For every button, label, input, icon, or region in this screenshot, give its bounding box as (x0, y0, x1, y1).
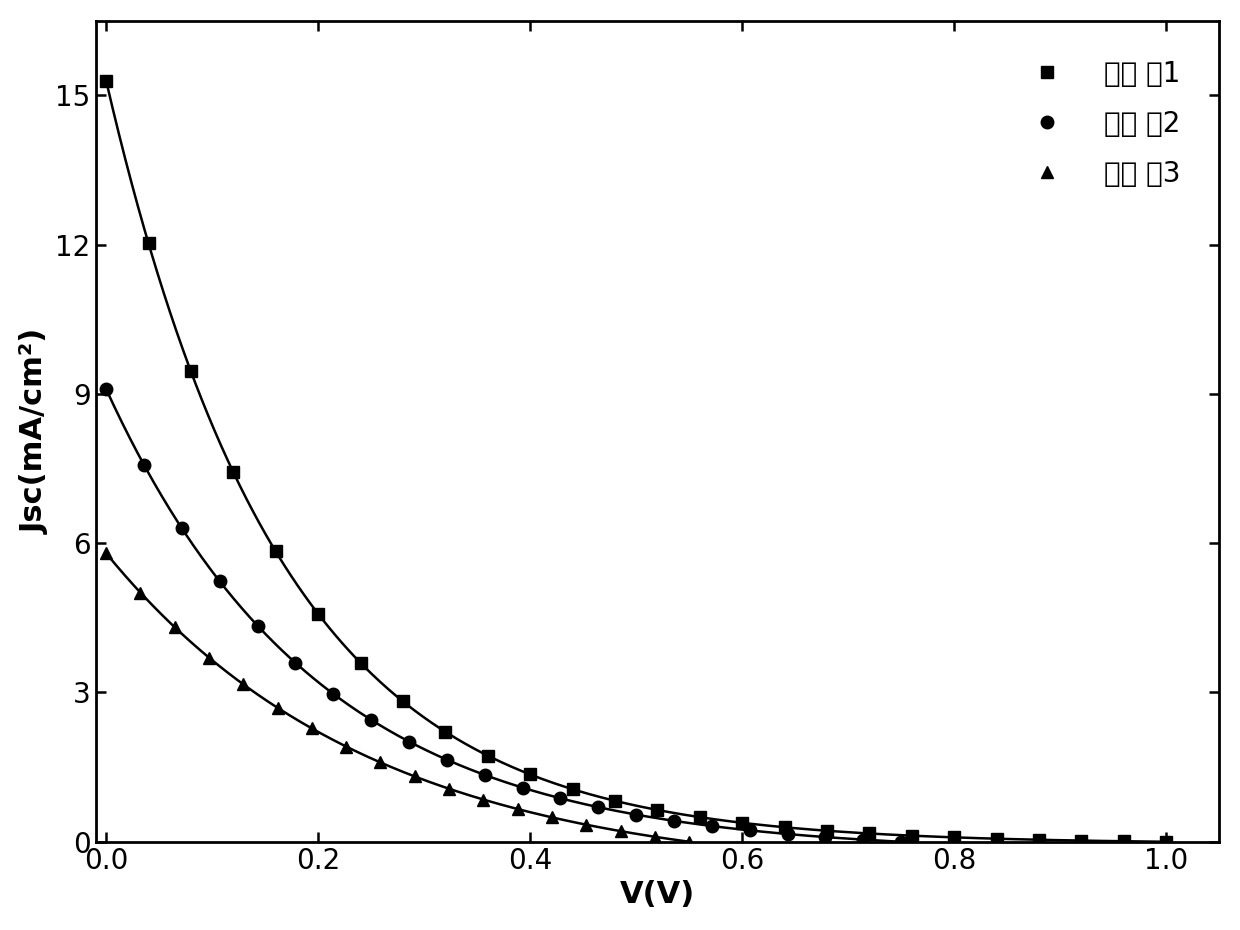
实施 例3 (579, 819, 594, 830)
实施 例3 (339, 741, 353, 752)
实施 例1 (1116, 836, 1131, 847)
实施 例3 (167, 621, 182, 632)
实施 例1 (311, 608, 326, 619)
实施 例1 (862, 828, 877, 839)
实施 例2 (288, 658, 303, 669)
实施 例3 (647, 831, 662, 843)
Legend: 实施 例1, 实施 例2, 实施 例3: 实施 例1, 实施 例2, 实施 例3 (1001, 48, 1192, 199)
Line: 实施 例3: 实施 例3 (100, 547, 696, 848)
实施 例1 (650, 804, 665, 816)
实施 例2 (250, 620, 265, 631)
实施 例2 (590, 802, 605, 813)
实施 例2 (894, 836, 909, 847)
实施 例2 (326, 688, 341, 699)
Y-axis label: Jsc(mA/cm²): Jsc(mA/cm²) (21, 328, 50, 534)
实施 例1 (396, 696, 410, 707)
Line: 实施 例1: 实施 例1 (100, 74, 1172, 848)
实施 例3 (99, 548, 114, 559)
实施 例2 (515, 782, 529, 793)
实施 例3 (305, 723, 320, 734)
实施 例2 (629, 809, 644, 820)
实施 例3 (202, 652, 217, 663)
实施 例3 (476, 794, 491, 805)
实施 例1 (565, 784, 580, 795)
实施 例1 (99, 75, 114, 86)
实施 例2 (439, 754, 454, 765)
实施 例1 (353, 658, 368, 669)
实施 例3 (510, 804, 525, 815)
实施 例1 (692, 812, 707, 823)
实施 例1 (820, 825, 835, 836)
实施 例1 (990, 833, 1004, 844)
X-axis label: V(V): V(V) (620, 880, 694, 910)
实施 例3 (133, 587, 148, 598)
实施 例1 (1158, 836, 1173, 847)
实施 例1 (1032, 834, 1047, 845)
实施 例1 (438, 726, 453, 737)
实施 例2 (175, 523, 190, 534)
实施 例1 (608, 795, 622, 806)
Line: 实施 例2: 实施 例2 (100, 383, 908, 848)
实施 例3 (236, 679, 250, 690)
实施 例2 (818, 831, 833, 843)
实施 例1 (480, 751, 495, 762)
实施 例2 (780, 829, 795, 840)
实施 例2 (856, 834, 870, 845)
实施 例2 (553, 792, 568, 804)
实施 例1 (184, 365, 198, 377)
实施 例2 (212, 576, 227, 587)
实施 例2 (743, 825, 758, 836)
实施 例1 (141, 238, 156, 249)
实施 例1 (734, 817, 749, 829)
实施 例2 (136, 459, 151, 471)
实施 例2 (363, 714, 378, 725)
实施 例1 (1074, 835, 1089, 846)
实施 例1 (777, 822, 792, 833)
实施 例1 (523, 769, 538, 780)
实施 例2 (704, 820, 719, 831)
实施 例1 (268, 546, 283, 557)
实施 例2 (402, 736, 417, 747)
实施 例3 (270, 702, 285, 713)
实施 例3 (407, 771, 422, 782)
实施 例1 (946, 831, 961, 843)
实施 例2 (477, 769, 492, 780)
实施 例3 (613, 826, 627, 837)
实施 例3 (544, 812, 559, 823)
实施 例2 (99, 383, 114, 394)
实施 例3 (373, 757, 388, 768)
实施 例3 (682, 836, 697, 847)
实施 例2 (667, 816, 682, 827)
实施 例1 (904, 830, 919, 842)
实施 例3 (441, 783, 456, 794)
实施 例1 (226, 467, 241, 478)
